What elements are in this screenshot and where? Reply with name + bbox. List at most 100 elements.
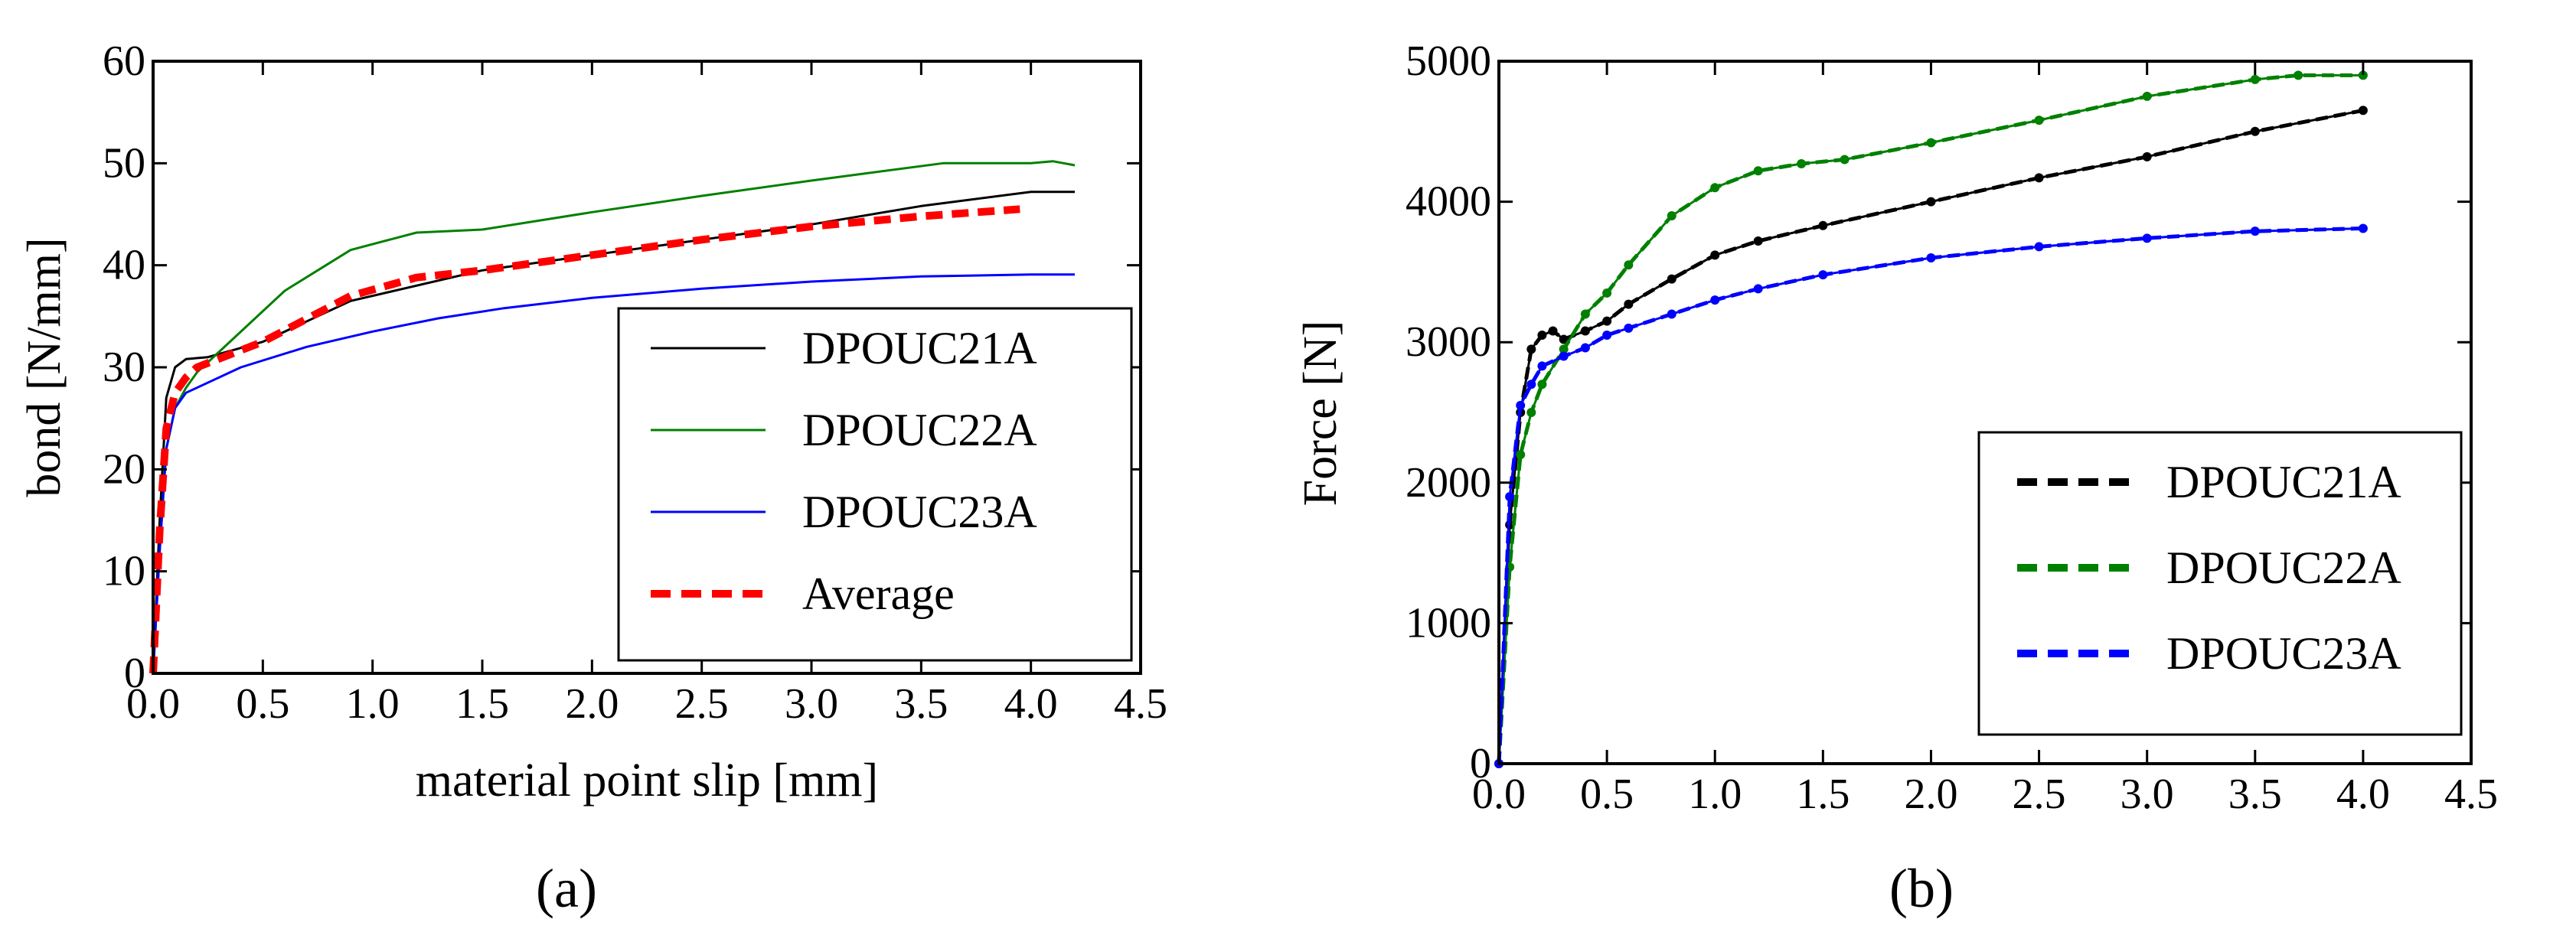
panel-a-x-tick-label: 0.0 — [126, 680, 180, 728]
panel-b-series-point — [1667, 210, 1677, 220]
panel-b-series-point — [2142, 91, 2152, 101]
panel-a-series-line-dpouc23a — [152, 273, 1075, 674]
panel-b-series-point — [2250, 226, 2260, 236]
panel-b-series-point — [2034, 116, 2044, 125]
panel-a-y-tick-label: 10 — [103, 548, 145, 595]
panel-b-series-point — [1710, 250, 1720, 260]
panel-a-x-tick-label: 4.0 — [1004, 680, 1058, 728]
panel-a-y-tick-label: 60 — [103, 37, 145, 85]
panel-b-series-point — [1602, 316, 1612, 326]
panel-b-y-tick-label: 0 — [1470, 740, 1491, 787]
panel-b-x-tick-label: 1.5 — [1796, 771, 1850, 818]
panel-b-x-tick-label: 2.5 — [2013, 771, 2066, 818]
panel-a-y-tick-label: 30 — [103, 344, 145, 391]
panel-a-x-tick-label: 4.5 — [1114, 680, 1167, 728]
panel-b-series-point — [1580, 309, 1590, 319]
panel-b-y-tick-label: 5000 — [1406, 37, 1491, 85]
panel-b-y-ticks: 0 1000 2000 3000 4000 5000 — [1406, 37, 2471, 787]
panel-b-series-point — [1926, 253, 1936, 263]
panel-b-x-tick-label: 2.0 — [1904, 771, 1957, 818]
panel-b-y-tick-label: 2000 — [1406, 459, 1491, 507]
panel-b-series-point — [1710, 295, 1720, 305]
panel-b-y-axis-label: Force [N] — [1295, 321, 1347, 507]
panel-a-y-axis-label: bond [N/mm] — [18, 237, 70, 497]
panel-b-series-point — [2358, 223, 2368, 233]
panel-b-series-point — [1559, 334, 1569, 344]
panel-b-x-ticks: 0.0 0.5 1.0 1.5 2.0 2.5 3.0 3.5 4.0 4.5 — [1472, 61, 2498, 818]
panel-a-x-tick-label: 2.0 — [565, 680, 619, 728]
panel-b-y-tick-label: 4000 — [1406, 178, 1491, 226]
panel-b-series-point — [2034, 173, 2044, 183]
panel-b-x-tick-label: 3.5 — [2228, 771, 2282, 818]
panel-b-series-point — [1505, 492, 1515, 502]
panel-a-x-tick-label: 2.5 — [675, 680, 729, 728]
panel-b-series-point — [1516, 400, 1526, 410]
panel-a-legend: DPOUC21A DPOUC22A DPOUC23A Average — [617, 307, 1133, 662]
panel-b-series-point — [2250, 126, 2260, 136]
panel-b-legend-label: DPOUC23A — [2166, 628, 2401, 679]
panel-b-x-tick-label: 4.5 — [2444, 771, 2498, 818]
panel-b-series-point — [1926, 138, 1936, 148]
panel-b-series-point — [1548, 326, 1558, 336]
panel-b-legend-label: DPOUC22A — [2166, 543, 2401, 593]
panel-b: 0.0 0.5 1.0 1.5 2.0 2.5 3.0 3.5 4.0 4.5 0 1000 2000… — [1295, 37, 2498, 919]
panel-b-legend: DPOUC21A DPOUC22A DPOUC23A — [1977, 431, 2463, 736]
panel-a-series-line-average — [149, 205, 1020, 674]
panel-b-series-point — [1559, 351, 1569, 361]
panel-b-series-point — [1526, 344, 1536, 354]
panel-b-series-point — [1840, 155, 1850, 165]
panel-b-series-point — [1526, 408, 1536, 417]
panel-a-x-tick-label: 1.0 — [346, 680, 400, 728]
panel-b-series-point — [1624, 323, 1634, 333]
panel-b-series-point — [2250, 74, 2260, 84]
panel-a-x-ticks: 0.0 0.5 1.0 1.5 2.0 2.5 3.0 3.5 4.0 4.5 — [126, 61, 1167, 728]
panel-a-x-axis-label: material point slip [mm] — [416, 754, 878, 807]
panel-b-y-tick-label: 3000 — [1406, 318, 1491, 366]
panel-a-series-group — [149, 160, 1076, 674]
panel-b-series-point — [1710, 183, 1720, 193]
panel-b-y-tick-label: 1000 — [1406, 599, 1491, 647]
panel-b-series-point — [1753, 284, 1763, 294]
panel-b-series-group — [1494, 70, 2368, 768]
panel-a-y-tick-label: 20 — [103, 445, 145, 493]
panel-b-series-point — [2142, 152, 2152, 161]
panel-b-series-point — [2358, 106, 2368, 116]
panel-b-series-point — [2034, 242, 2044, 252]
panel-b-series-point — [1624, 299, 1634, 309]
panel-b-series-point — [1537, 380, 1547, 389]
panel-b-x-tick-label: 4.0 — [2336, 771, 2390, 818]
panel-b-series-point — [1753, 166, 1763, 176]
panel-b-x-tick-label: 0.0 — [1472, 771, 1526, 818]
panel-b-legend-label: DPOUC21A — [2166, 457, 2401, 507]
panel-b-series-point — [1580, 326, 1590, 336]
panel-b-plot-frame — [1497, 60, 2473, 765]
panel-b-series-point — [1602, 331, 1612, 341]
panel-b-series-point — [2142, 233, 2152, 243]
panel-b-series-point — [1818, 270, 1828, 280]
panel-a-legend-label: Average — [802, 569, 955, 619]
panel-a-x-tick-label: 3.0 — [785, 680, 838, 728]
panel-b-series-point — [1537, 361, 1547, 371]
panel-a-legend-label: DPOUC22A — [802, 405, 1037, 455]
panel-b-series-point — [1602, 288, 1612, 298]
panel-a-legend-label: DPOUC21A — [802, 323, 1037, 373]
panel-b-series-point — [2294, 70, 2303, 80]
panel-a: 0.0 0.5 1.0 1.5 2.0 2.5 3.0 3.5 4.0 4.5 0 10 20 30 40… — [18, 37, 1167, 919]
panel-a-legend-label: DPOUC23A — [802, 487, 1037, 537]
panel-b-series-point — [1926, 197, 1936, 207]
panel-b-x-tick-label: 0.5 — [1580, 771, 1634, 818]
panel-b-series-solid-dpouc22a — [1497, 73, 2363, 764]
panel-b-caption: (b) — [1889, 858, 1954, 919]
panel-a-y-tick-label: 50 — [103, 139, 145, 187]
panel-a-y-tick-label: 40 — [103, 242, 145, 289]
panel-b-series-point — [1667, 309, 1677, 319]
panel-b-x-tick-label: 1.0 — [1688, 771, 1742, 818]
panel-b-series-point — [1516, 450, 1526, 460]
panel-b-series-point — [1624, 260, 1634, 270]
panel-b-x-tick-label: 3.0 — [2121, 771, 2174, 818]
panel-b-series-point — [1753, 236, 1763, 246]
panel-a-x-tick-label: 1.5 — [455, 680, 509, 728]
panel-a-series-line-dpouc21a — [152, 191, 1075, 674]
panel-b-series-point — [1818, 220, 1828, 230]
